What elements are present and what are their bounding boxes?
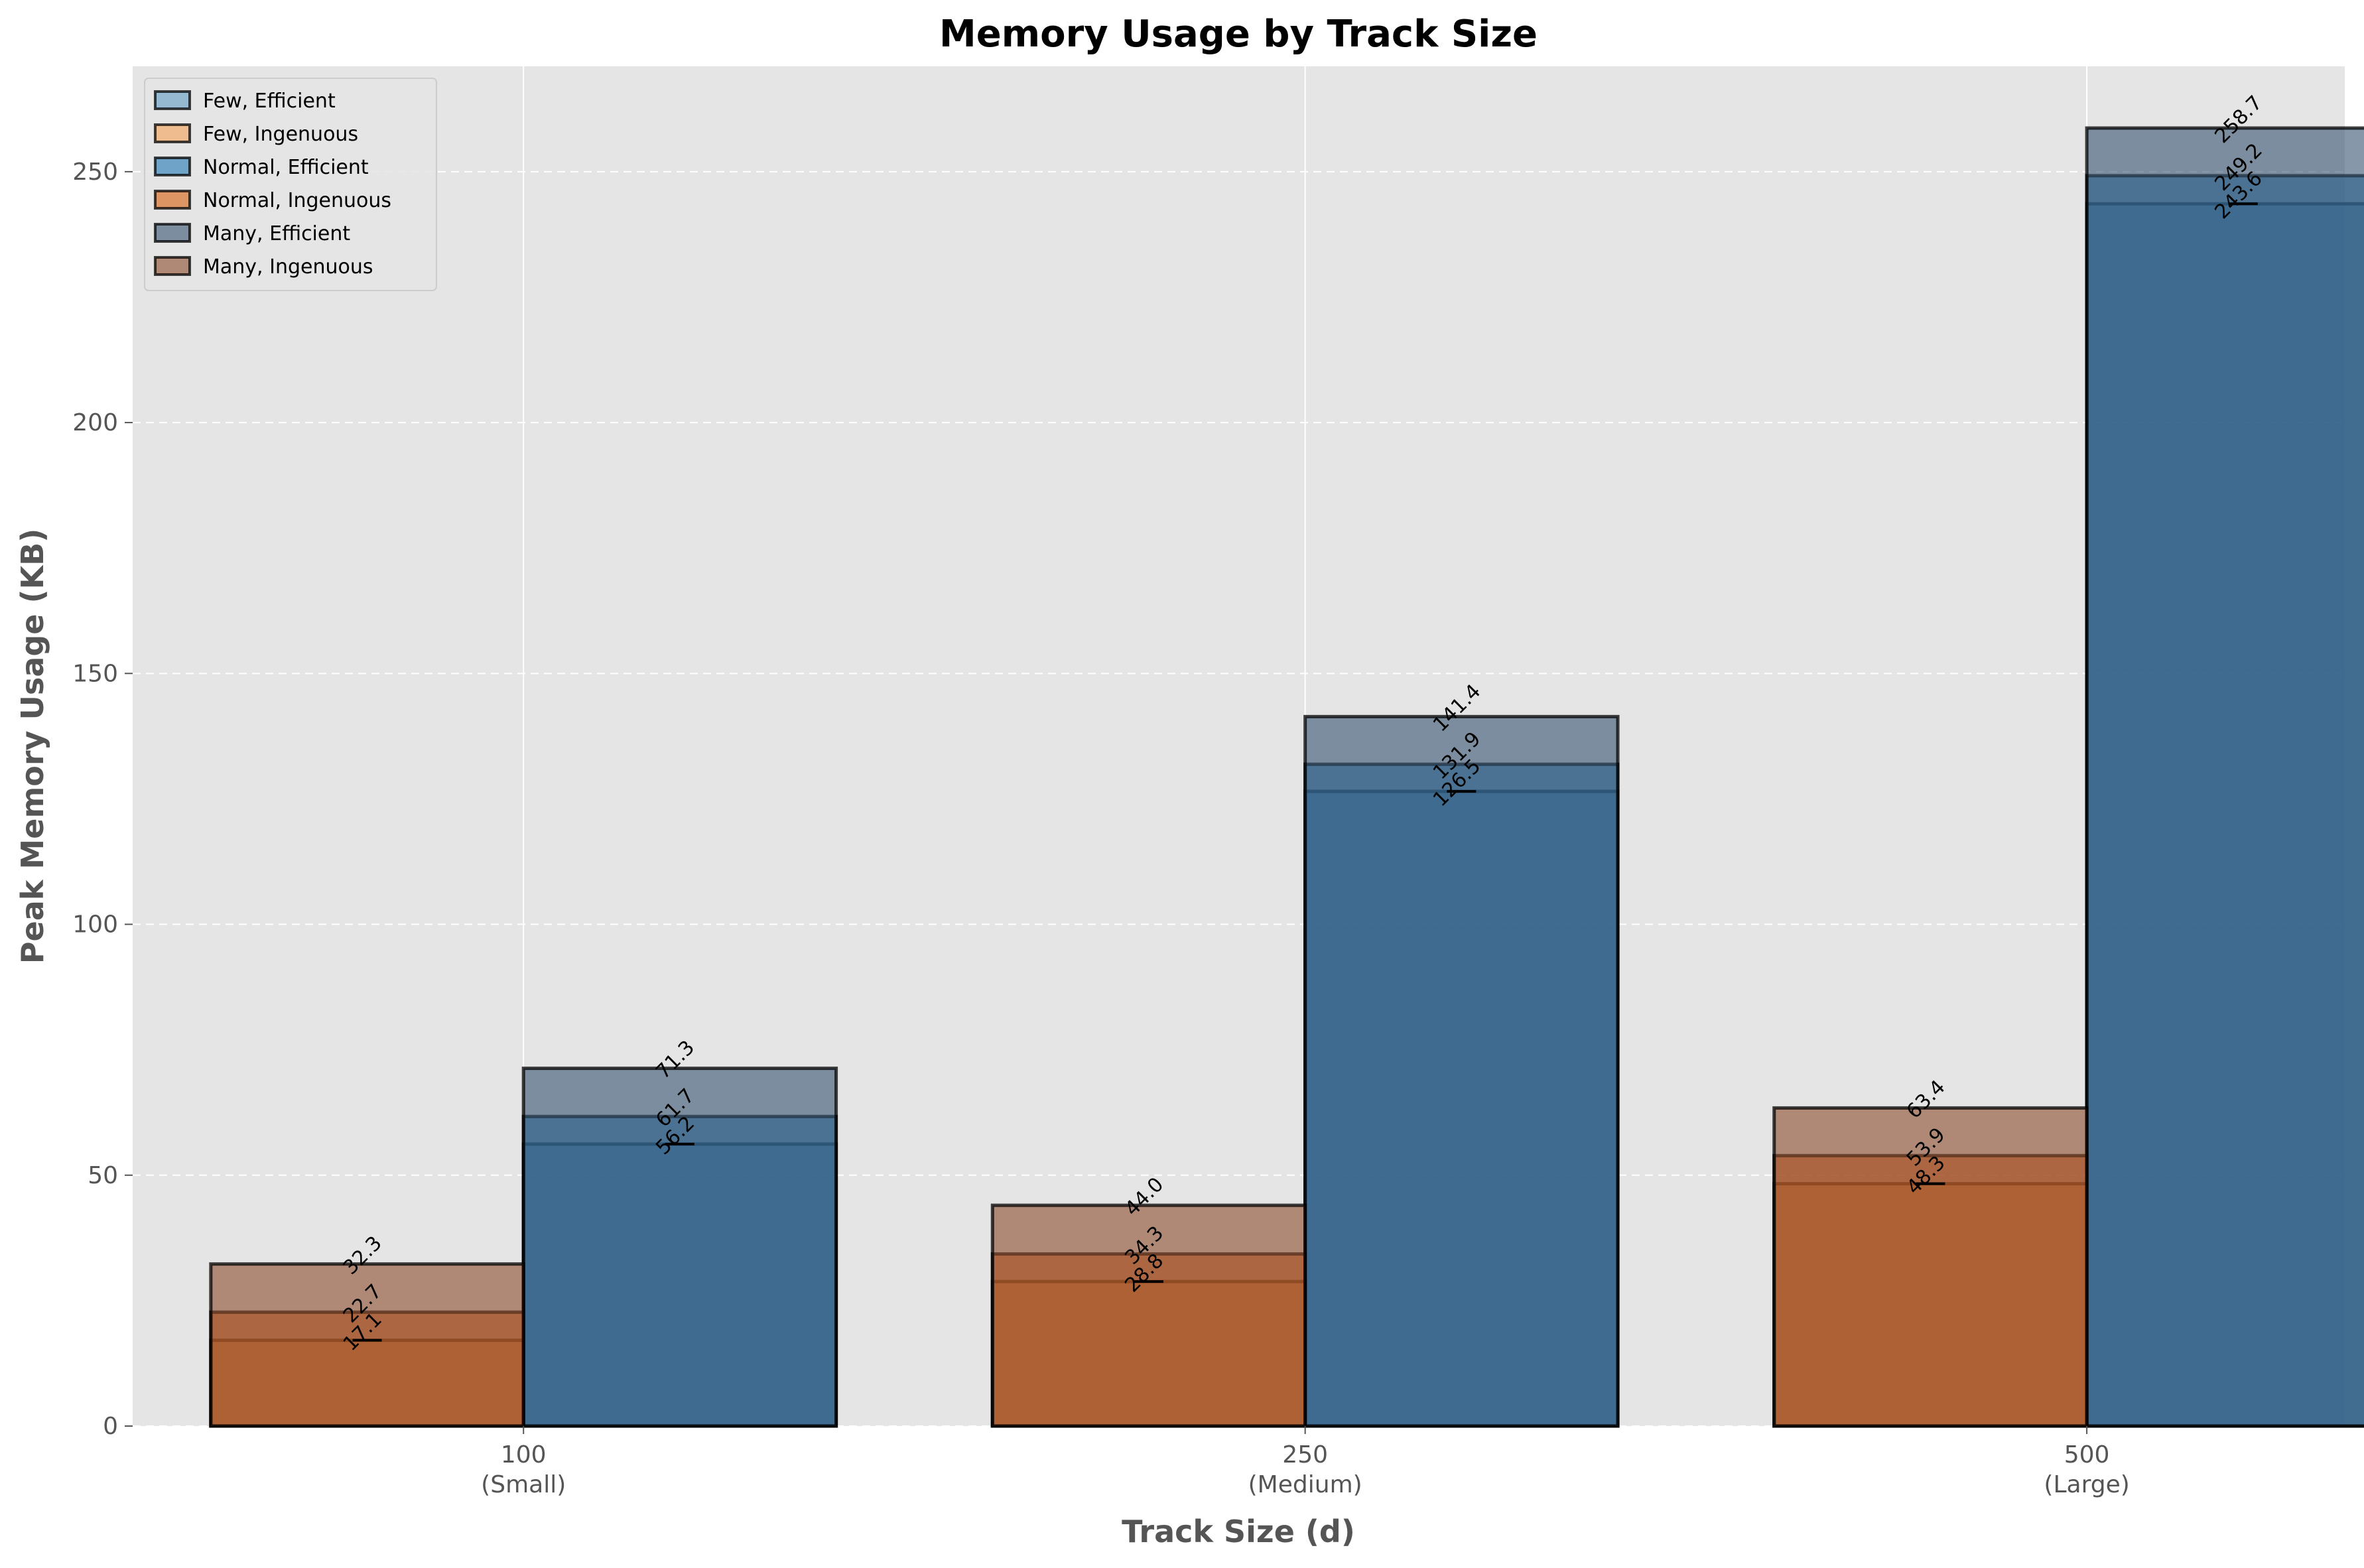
x-tick-sublabel: (Large) — [2044, 1471, 2129, 1498]
y-tick-label: 200 — [72, 409, 118, 436]
x-tick-sublabel: (Small) — [481, 1471, 566, 1498]
y-tick-label: 150 — [72, 660, 118, 687]
x-tick-label: 500 — [2064, 1441, 2110, 1469]
y-tick-label: 0 — [103, 1413, 118, 1440]
legend-entry: Few, Efficient — [203, 90, 336, 113]
legend-swatch — [154, 157, 191, 176]
x-axis-label: Track Size (d) — [1122, 1514, 1355, 1549]
legend-entry: Many, Ingenuous — [203, 255, 373, 279]
x-tick-sublabel: (Medium) — [1248, 1471, 1362, 1498]
y-axis-label: Peak Memory Usage (KB) — [15, 529, 50, 964]
legend-swatch — [154, 256, 191, 276]
x-tick-label: 100 — [501, 1441, 547, 1469]
legend-entry: Few, Ingenuous — [203, 123, 358, 146]
legend-entry: Many, Efficient — [203, 222, 350, 245]
bars-layer — [209, 126, 2364, 1428]
bar — [990, 1203, 1307, 1428]
y-tick-label: 50 — [88, 1162, 118, 1189]
x-tick-label: 250 — [1282, 1441, 1328, 1469]
legend-swatch — [154, 223, 191, 243]
legend-entry: Normal, Efficient — [203, 156, 369, 179]
bar — [2085, 126, 2364, 1428]
y-tick-label: 100 — [72, 911, 118, 939]
chart-title: Memory Usage by Track Size — [939, 13, 1538, 56]
y-axis-ticks: 0 50 100 150 200 250 — [72, 159, 133, 1440]
legend-swatch — [154, 190, 191, 210]
x-axis-ticks: 100(Small) 250(Medium) 500(Large) — [481, 1426, 2130, 1498]
bar — [521, 1067, 838, 1428]
y-tick-label: 250 — [72, 159, 118, 186]
bar — [209, 1262, 525, 1428]
legend-box — [144, 78, 437, 291]
legend: Few, Efficient Few, Ingenuous Normal, Effi… — [144, 78, 437, 291]
legend-entry: Normal, Ingenuous — [203, 189, 391, 212]
legend-swatch — [154, 123, 191, 143]
bar — [1303, 714, 1620, 1428]
legend-swatch — [154, 90, 191, 110]
error-bars-layer — [352, 202, 2258, 1342]
bar — [1772, 1106, 2089, 1428]
